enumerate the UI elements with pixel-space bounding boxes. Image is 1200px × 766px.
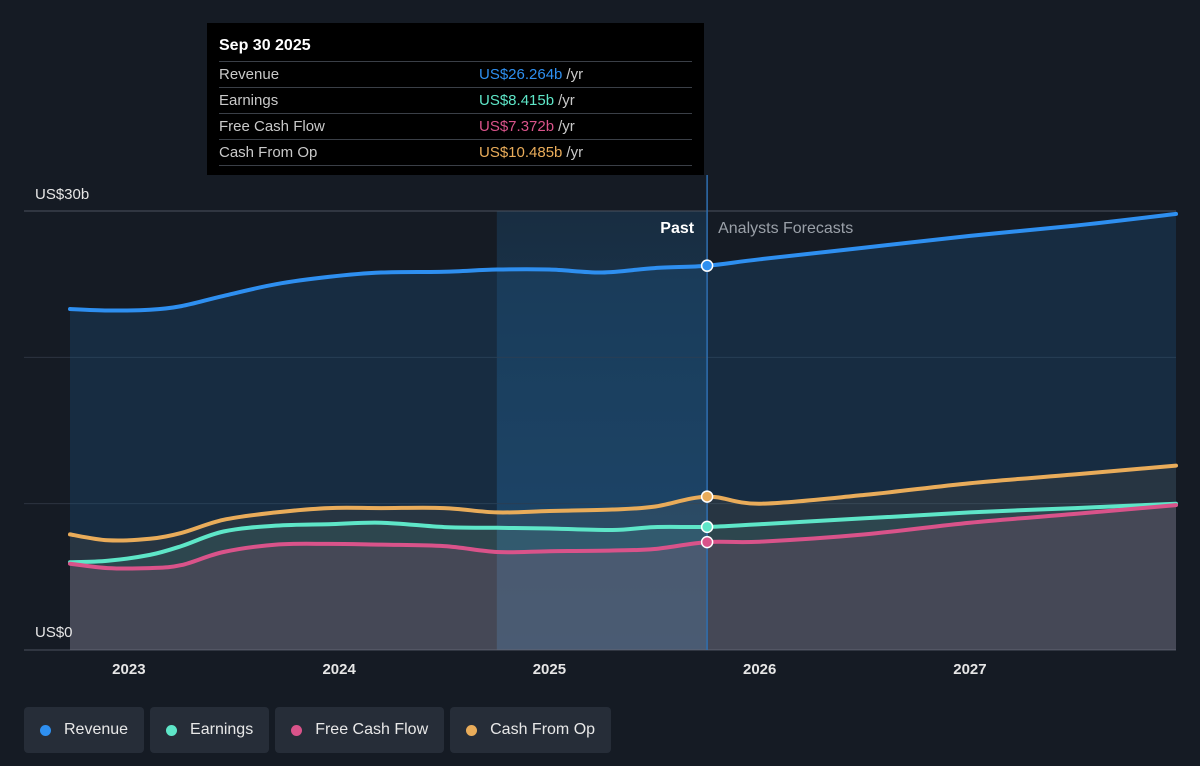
line-earnings	[68, 501, 1178, 565]
legend-item-revenue[interactable]: Revenue	[24, 707, 145, 753]
series-markers[interactable]	[700, 259, 714, 549]
marker-free-cash-flow[interactable]	[700, 535, 714, 549]
marker-cash-from-op[interactable]	[700, 490, 714, 503]
analysts-forecasts-label: Analysts Forecasts	[718, 220, 853, 237]
legend: Revenue Earnings Free Cash Flow Cash From O…	[24, 707, 612, 753]
past-label: Past	[660, 220, 694, 237]
tooltip-row-unit: /yr	[566, 144, 584, 161]
line-cash-from-op	[68, 463, 1178, 543]
area-cash-from-op	[70, 465, 1176, 650]
tooltip-row-value: US$10.485b	[479, 144, 563, 161]
legend-dot-icon	[166, 724, 178, 736]
legend-dot-icon	[291, 724, 303, 736]
grid	[24, 210, 1176, 651]
legend-item-free-cash-flow[interactable]: Free Cash Flow	[275, 707, 445, 753]
x-axis-ticks: 2023 2024 2025 2026 2027	[112, 661, 986, 678]
x-tick-label: 2027	[953, 661, 986, 678]
area-revenue	[70, 213, 1176, 650]
tooltip-date: Sep 30 2025	[219, 37, 311, 54]
area-earnings	[70, 503, 1176, 650]
x-tick-label: 2024	[322, 661, 356, 678]
x-tick-label: 2023	[112, 661, 145, 678]
legend-item-label: Free Cash Flow	[315, 721, 429, 738]
tooltip-row-revenue: Revenue US$26.264b/yr	[219, 61, 692, 87]
marker-earnings[interactable]	[700, 520, 714, 534]
chart: US$30b US$0 Past Analysts Forecasts 2023…	[24, 175, 1178, 678]
tooltip-row-unit: /yr	[558, 92, 575, 109]
tooltip-row-cash-from-op: Cash From Op US$10.485b/yr	[219, 139, 692, 166]
y-axis-max-label: US$30b	[35, 186, 89, 203]
line-free-cash-flow	[68, 503, 1178, 571]
tooltip-row-unit: /yr	[566, 66, 584, 83]
line-revenue	[68, 211, 1178, 313]
tooltip-row-unit: /yr	[558, 118, 575, 135]
legend-dot-icon	[466, 724, 478, 736]
tooltip-row-label: Revenue	[219, 66, 280, 83]
legend-item-label: Cash From Op	[490, 721, 596, 738]
x-tick-label: 2025	[533, 661, 566, 678]
legend-item-cash-from-op[interactable]: Cash From Op	[450, 707, 612, 753]
legend-item-label: Revenue	[64, 721, 129, 738]
tooltip-row-label: Cash From Op	[219, 144, 318, 161]
tooltip-row-value: US$26.264b	[479, 66, 563, 83]
series-lines	[68, 211, 1178, 571]
legend-item-label: Earnings	[190, 721, 254, 738]
tooltip: Sep 30 2025 Revenue US$26.264b/yr Earnings…	[207, 23, 704, 175]
tooltip-row-label: Earnings	[219, 92, 279, 109]
area-free-cash-flow	[70, 505, 1176, 650]
series-areas	[70, 213, 1176, 650]
tooltip-row-earnings: Earnings US$8.415b/yr	[219, 87, 692, 113]
legend-dot-icon	[40, 724, 51, 736]
tooltip-row-value: US$8.415b	[479, 92, 555, 109]
tooltip-row-free-cash-flow: Free Cash Flow US$7.372b/yr	[219, 113, 692, 139]
y-axis-min-label: US$0	[35, 624, 73, 641]
tooltip-row-value: US$7.372b	[479, 118, 555, 135]
tooltip-row-label: Free Cash Flow	[219, 118, 325, 135]
x-tick-label: 2026	[743, 661, 776, 678]
legend-item-earnings[interactable]: Earnings	[150, 707, 270, 753]
past-band	[496, 211, 708, 650]
marker-revenue[interactable]	[700, 259, 714, 272]
